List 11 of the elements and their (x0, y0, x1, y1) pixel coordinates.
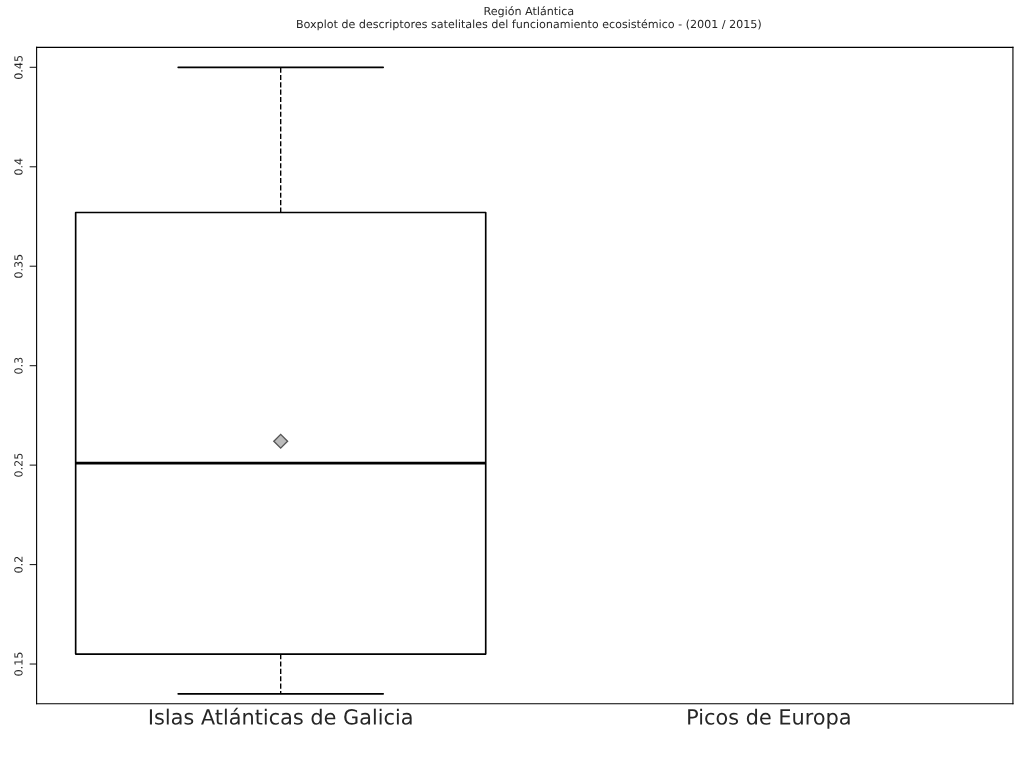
y-tick-label: 0.4 (14, 158, 23, 175)
y-tick-label: 0.35 (14, 254, 23, 278)
x-tick-label: Islas Atlánticas de Galicia (149, 707, 412, 725)
x-tick-label: Picos de Europa (688, 708, 850, 729)
y-tick-label: 0.15 (14, 652, 23, 676)
y-tick-label: 0.3 (14, 357, 23, 374)
chart-title: Región Atlántica (484, 6, 574, 18)
y-tick-label: 0.25 (14, 453, 23, 477)
y-tick-label: 0.2 (14, 556, 23, 573)
chart-subtitle: Boxplot de descriptores satelitales del funcionamiento ecosistémico - (2001 / 2015) (297, 19, 761, 31)
y-tick-label: 0.45 (14, 55, 23, 79)
